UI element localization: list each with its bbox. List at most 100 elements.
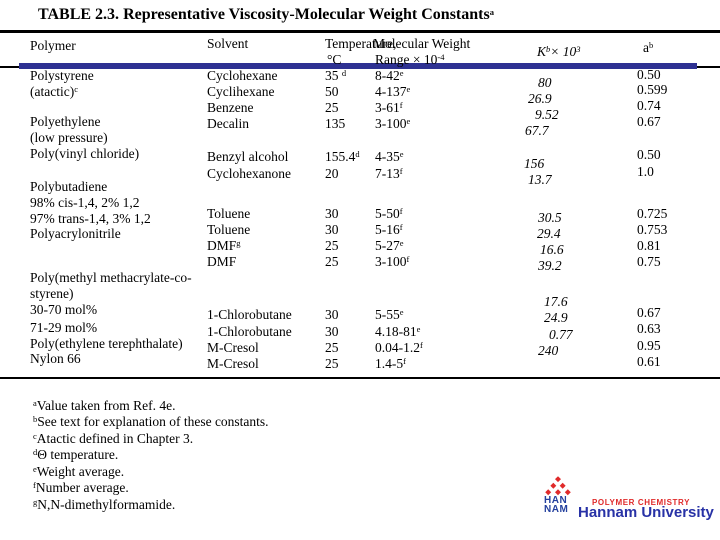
temperature-cell: 20 (325, 166, 339, 181)
solvent-cell: 1-Chlorobutane (207, 324, 292, 339)
mw-range-cell: 3-100e (375, 116, 411, 131)
mw-range-cell: 5-27e (375, 238, 404, 253)
polymer-cell: Nylon 66 (30, 351, 81, 366)
mw-range-cell: 4.18-81e (375, 324, 421, 339)
top-rule (0, 30, 720, 33)
k-value-cell: 67.7 (525, 123, 549, 138)
mw-range-cell: 4-137e (375, 84, 411, 99)
solvent-cell: Cyclohexane (207, 68, 278, 83)
k-value-cell: 26.9 (528, 91, 552, 106)
temperature-cell: 35 d (325, 68, 347, 83)
k-value-cell: 0.77 (549, 327, 573, 342)
a-value-cell: 0.67 (637, 114, 661, 129)
polymer-cell: (low pressure) (30, 130, 108, 145)
solvent-cell: Toluene (207, 206, 251, 221)
bottom-rule (0, 377, 720, 379)
temperature-cell: 25 (325, 100, 339, 115)
solvent-cell: M-Cresol (207, 356, 259, 371)
column-header-temperature: Temperature, (325, 36, 397, 51)
k-value-cell: 39.2 (538, 258, 562, 273)
footnote-line: cAtactic defined in Chapter 3. (33, 431, 194, 446)
temperature-cell: 25 (325, 238, 339, 253)
solvent-cell: M-Cresol (207, 340, 259, 355)
footnote-line: aValue taken from Ref. 4e. (33, 398, 176, 413)
logo-polymer-chemistry: POLYMER CHEMISTRY (592, 498, 691, 507)
polymer-cell: Poly(ethylene terephthalate) (30, 336, 183, 351)
footnote-line: gN,N-dimethylformamide. (33, 497, 176, 512)
logo-university-name: Hannam University (578, 504, 714, 521)
hannam-logo-wordmark: HAN NAM (544, 495, 568, 514)
mw-range-cell: 3-100f (375, 254, 410, 269)
polymer-cell: Polyacrylonitrile (30, 226, 121, 241)
temperature-cell: 25 (325, 254, 339, 269)
mw-range-cell: 5-50f (375, 206, 403, 221)
polymer-cell: 98% cis-1,4, 2% 1,2 (30, 195, 140, 210)
solvent-cell: Cyclohexanone (207, 166, 291, 181)
solvent-cell: Benzene (207, 100, 254, 115)
mw-range-cell: 1.4-5f (375, 356, 406, 371)
mw-range-cell: 8-42e (375, 68, 404, 83)
column-header-polymer: Polymer (30, 38, 76, 53)
a-value-cell: 1.0 (637, 164, 654, 179)
column-header-k-constant: Kb× 103 (537, 44, 581, 59)
table-title-number: TABLE 2.3. (38, 6, 120, 23)
temperature-cell: 30 (325, 307, 339, 322)
temperature-cell: 25 (325, 356, 339, 371)
polymer-column: Polystyrene (atactic)c Polyethylene (low pr… (30, 0, 330, 540)
mw-range-cell: 0.04-1.2f (375, 340, 423, 355)
k-value-cell: 80 (538, 75, 552, 90)
k-value-cell: 17.6 (544, 294, 568, 309)
temperature-cell: 30 (325, 206, 339, 221)
a-value-cell: 0.75 (637, 254, 661, 269)
k-value-cell: 240 (538, 343, 559, 358)
polymer-cell: 71-29 mol% (30, 320, 98, 335)
mw-range-cell: 5-16f (375, 222, 403, 237)
a-constant-column: 0.50 0.599 0.74 0.67 0.50 1.0 0.725 0.753 0.81 0.… (637, 0, 720, 540)
k-value-cell: 29.4 (537, 226, 561, 241)
a-value-cell: 0.50 (637, 147, 661, 162)
a-value-cell: 0.753 (637, 222, 668, 237)
a-value-cell: 0.95 (637, 338, 661, 353)
table-title: TABLE 2.3. Representative Viscosity-Mole… (38, 6, 494, 24)
footnote-line: eWeight average. (33, 464, 125, 479)
temperature-cell: 25 (325, 340, 339, 355)
mw-range-cell: 4-35e (375, 149, 404, 164)
polymer-cell: styrene) (30, 286, 74, 301)
polymer-cell: Poly(methyl methacrylate-co- (30, 270, 192, 285)
solvent-cell: Toluene (207, 222, 251, 237)
footnote-line: bSee text for explanation of these const… (33, 414, 269, 429)
header-divider-bar (19, 63, 697, 69)
column-header-molecular-weight: Molecular Weight (373, 36, 471, 51)
temperature-cell: 50 (325, 84, 339, 99)
footnote-line: fNumber average. (33, 480, 129, 495)
k-value-cell: 24.9 (544, 310, 568, 325)
a-value-cell: 0.63 (637, 321, 661, 336)
solvent-cell: Decalin (207, 116, 249, 131)
hannam-triangle-icon (545, 476, 571, 496)
solvent-column: Cyclohexane Cyclihexane Benzene Decalin Benz… (207, 0, 507, 540)
polymer-cell: Polyethylene (30, 114, 101, 129)
mw-range-cell: 7-13f (375, 166, 403, 181)
solvent-cell: DMFg (207, 238, 241, 253)
a-value-cell: 0.67 (637, 305, 661, 320)
k-value-cell: 9.52 (535, 107, 559, 122)
column-header-solvent: Solvent (207, 36, 249, 51)
polymer-cell: 97% trans-1,4, 3% 1,2 (30, 211, 151, 226)
solvent-cell: DMF (207, 254, 237, 269)
solvent-cell: Cyclihexane (207, 84, 275, 99)
a-value-cell: 0.74 (637, 98, 661, 113)
table-title-text: Representative Viscosity-Molecular Weigh… (119, 6, 490, 23)
temperature-cell: 30 (325, 324, 339, 339)
a-value-cell: 0.599 (637, 82, 668, 97)
molecular-weight-range-column: 8-42e 4-137e 3-61f 3-100e 4-35e 7-13f 5-50f 5-1… (375, 0, 675, 540)
temperature-cell: 135 (325, 116, 346, 131)
logo-han: HAN (544, 495, 568, 506)
footnote-line: dΘ temperature. (33, 447, 119, 462)
k-value-cell: 30.5 (538, 210, 562, 225)
temperature-column: 35 d 50 25 135 155.4d 20 30 30 25 25 30 30 25 25 (325, 0, 625, 540)
a-value-cell: 0.81 (637, 238, 661, 253)
column-header-a-constant: ab (643, 40, 654, 55)
a-value-cell: 0.725 (637, 206, 668, 221)
